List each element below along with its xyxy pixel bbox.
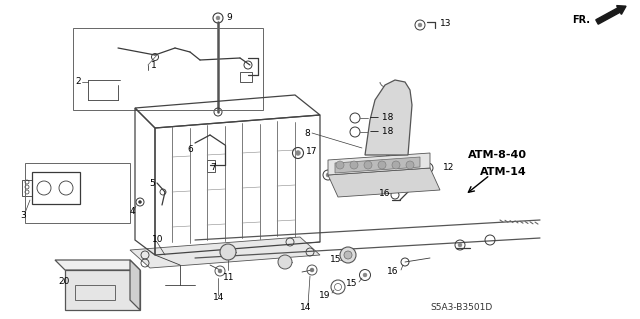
Text: 9: 9 — [226, 13, 232, 23]
Polygon shape — [130, 237, 320, 268]
Circle shape — [218, 269, 222, 273]
Text: 15: 15 — [346, 279, 357, 288]
Text: 8: 8 — [304, 129, 310, 137]
Polygon shape — [130, 260, 140, 310]
Circle shape — [138, 201, 141, 204]
Circle shape — [418, 23, 422, 27]
Text: 14: 14 — [213, 293, 225, 302]
Text: — 18: — 18 — [370, 114, 394, 122]
Bar — [207, 160, 215, 172]
Circle shape — [364, 161, 372, 169]
Circle shape — [310, 268, 314, 272]
Polygon shape — [328, 168, 440, 197]
Text: 7: 7 — [210, 162, 216, 172]
Circle shape — [220, 244, 236, 260]
Circle shape — [378, 161, 386, 169]
Bar — [32, 172, 80, 204]
Circle shape — [216, 16, 220, 20]
Text: ATM-14: ATM-14 — [480, 167, 527, 177]
Circle shape — [392, 161, 400, 169]
Polygon shape — [328, 153, 430, 175]
Text: 17: 17 — [306, 147, 317, 157]
Text: ATM-8-40: ATM-8-40 — [468, 150, 527, 160]
Circle shape — [426, 166, 430, 170]
Text: 20: 20 — [58, 278, 69, 286]
Bar — [25, 163, 130, 223]
Circle shape — [363, 273, 367, 277]
Polygon shape — [335, 157, 420, 173]
Bar — [75, 285, 115, 300]
Text: — 18: — 18 — [370, 128, 394, 137]
Bar — [240, 72, 252, 82]
Text: 16: 16 — [378, 189, 390, 197]
Text: 11: 11 — [223, 273, 234, 283]
Text: 3: 3 — [20, 211, 26, 220]
Circle shape — [340, 247, 356, 263]
Text: 6: 6 — [188, 145, 193, 154]
Text: 1: 1 — [151, 61, 157, 70]
Text: 14: 14 — [300, 303, 312, 313]
Polygon shape — [365, 80, 412, 155]
Text: 5: 5 — [149, 179, 155, 188]
Text: 19: 19 — [319, 291, 330, 300]
FancyArrow shape — [596, 6, 626, 24]
Text: 4: 4 — [130, 207, 136, 217]
Bar — [22, 180, 32, 196]
Circle shape — [344, 251, 352, 259]
Polygon shape — [55, 260, 140, 270]
Circle shape — [278, 255, 292, 269]
Text: S5A3-B3501D: S5A3-B3501D — [430, 303, 492, 313]
Text: 2: 2 — [75, 78, 81, 86]
Circle shape — [350, 161, 358, 169]
Text: 13: 13 — [440, 19, 451, 27]
Text: 12: 12 — [443, 162, 454, 172]
Text: FR.: FR. — [572, 15, 590, 25]
Text: 16: 16 — [387, 268, 398, 277]
Circle shape — [326, 173, 330, 177]
Bar — [73, 28, 263, 110]
Text: 15: 15 — [330, 256, 341, 264]
Polygon shape — [65, 270, 140, 310]
Text: 10: 10 — [152, 235, 163, 244]
Circle shape — [406, 161, 414, 169]
Circle shape — [458, 243, 462, 247]
Circle shape — [336, 161, 344, 169]
Circle shape — [296, 151, 301, 155]
